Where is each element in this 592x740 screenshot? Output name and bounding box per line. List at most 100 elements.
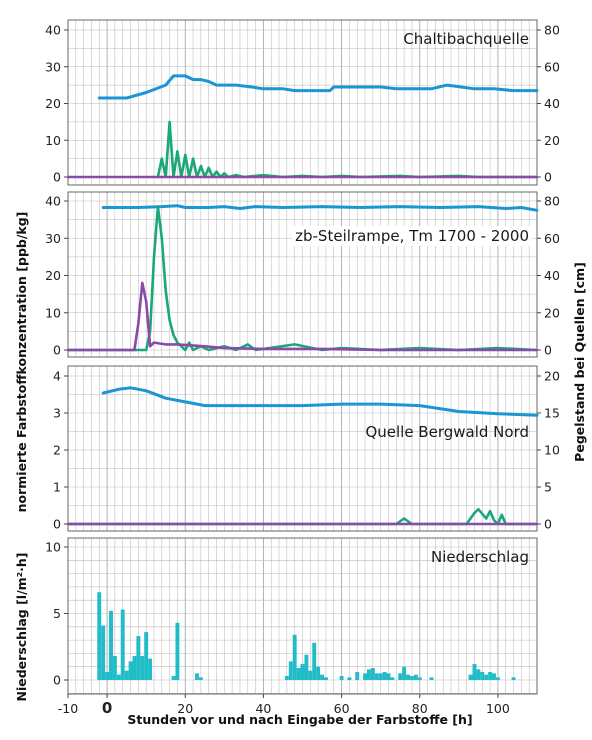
panel-frame <box>67 19 538 186</box>
y-tick-label-right: 20 <box>544 369 560 384</box>
rain-bar <box>402 666 407 680</box>
panels: 010203040020406080Chaltibachquelle010203… <box>45 19 560 717</box>
rain-bar <box>492 673 496 680</box>
y-tick-label-right: 20 <box>544 305 560 320</box>
rain-bar <box>284 676 289 680</box>
rain-bar <box>109 610 113 680</box>
y-tick-label-left: 5 <box>53 606 61 621</box>
y-tick-label-right: 60 <box>544 231 560 246</box>
y-tick-label-left: 30 <box>45 231 61 246</box>
y-tick-label-right: 5 <box>544 480 552 495</box>
panel-title: Niederschlag <box>431 548 529 566</box>
y-tick-label-right: 80 <box>544 194 560 209</box>
y-tick-label-left: 2 <box>53 443 61 458</box>
rain-bar <box>472 664 477 680</box>
panel-title-background <box>292 226 532 246</box>
rain-bar <box>292 634 297 680</box>
rain-bar <box>120 609 125 680</box>
x-tick-label: 0 <box>102 699 112 717</box>
rain-bar <box>148 658 153 680</box>
rain-bar <box>413 674 418 680</box>
rain-bar <box>312 642 317 680</box>
rain-bar <box>198 677 203 680</box>
y-tick-label-left: 20 <box>45 96 61 111</box>
panel-title: Quelle Bergwald Nord <box>365 423 529 441</box>
y-tick-label-left: 40 <box>45 194 61 209</box>
y-tick-label-left: 0 <box>53 517 61 532</box>
rain-bar <box>144 632 149 680</box>
rain-bar <box>363 673 367 680</box>
rain-bar <box>406 674 410 680</box>
rain-bar <box>370 668 375 680</box>
panel-title: Chaltibachquelle <box>403 30 529 48</box>
rain-bar <box>511 677 516 680</box>
y-tick-label-left: 0 <box>53 170 61 185</box>
rain-bar <box>323 677 328 680</box>
rain-bar <box>495 677 500 680</box>
panel-frame <box>67 537 538 695</box>
rain-bar <box>195 673 199 680</box>
rain-bar <box>304 654 309 680</box>
x-tick-label: 100 <box>486 701 510 716</box>
y-tick-label-left: 0 <box>53 673 61 688</box>
y-tick-label-left: 10 <box>45 540 61 555</box>
rain-bar <box>288 661 293 680</box>
rain-bar <box>97 592 102 680</box>
chart-panel-4: 0 5 10 -10 0 20 40 60 80 100 Niederschlag <box>45 537 538 717</box>
rain-bar <box>476 669 481 680</box>
y-tick-label-right: 0 <box>544 343 552 358</box>
rain-bar <box>300 664 305 680</box>
y-tick-label-right: 20 <box>544 133 560 148</box>
y-tick-label-right: 60 <box>544 59 560 74</box>
rain-bar <box>136 636 141 680</box>
chart-panel-1: 0 10 20 30 40 0 20 40 60 80 Chaltibachquelle <box>45 19 560 186</box>
rain-bar <box>308 670 313 680</box>
rain-bar <box>124 670 129 680</box>
x-tick-label: 80 <box>412 701 428 716</box>
rain-bar <box>374 673 379 680</box>
rain-bar <box>417 677 422 680</box>
series-line-green <box>66 507 539 526</box>
rain-bar <box>484 674 489 680</box>
rain-bar <box>316 666 321 680</box>
panel-frame <box>67 365 538 532</box>
series-line-level <box>101 204 539 212</box>
rain-bar <box>355 672 360 680</box>
y-tick-label-left: 40 <box>45 23 61 38</box>
y-tick-label-right: 0 <box>544 170 552 185</box>
rain-bar <box>296 668 301 680</box>
rain-bar <box>378 673 383 680</box>
y-tick-label-left: 10 <box>45 305 61 320</box>
y-tick-label-left: 3 <box>53 406 61 421</box>
panel-frame <box>67 191 538 358</box>
rain-bar <box>488 672 493 680</box>
ylabel-left-top: normierte Farbstoffkonzentration [ppb/kg… <box>14 212 29 513</box>
rain-bar <box>382 672 387 680</box>
y-tick-label-left: 4 <box>53 369 61 384</box>
ylabel-right-top: Pegelstand bei Quellen [cm] <box>572 262 587 462</box>
rain-bar <box>101 625 106 680</box>
y-tick-label-right: 40 <box>544 268 560 283</box>
rain-bar <box>116 674 121 680</box>
x-axis-label: Stunden vor und nach Eingabe der Farbsto… <box>127 712 472 727</box>
rain-bar <box>339 676 344 680</box>
y-tick-label-left: 10 <box>45 133 61 148</box>
x-tick-label: 40 <box>255 701 271 716</box>
y-tick-label-right: 80 <box>544 23 560 38</box>
rain-bar <box>390 677 395 680</box>
rain-bar <box>409 676 414 680</box>
chart-panel-3: 0 1 2 3 4 0 5 10 15 20 Quelle Bergwald Nord <box>53 365 560 532</box>
y-tick-label-right: 10 <box>544 443 560 458</box>
chart-panel-2: 0 10 20 30 40 0 20 40 60 80 zb-Steilrampe, Tm 1700… <box>45 191 560 358</box>
rain-bar <box>398 673 403 680</box>
x-tick-label: -10 <box>58 701 78 716</box>
rain-bar <box>171 676 176 680</box>
series-line-level <box>101 386 539 417</box>
ylabel-left-bottom: Niederschlag [l/m²·h] <box>14 552 29 701</box>
x-tick-label: 60 <box>334 701 350 716</box>
y-tick-label-left: 20 <box>45 268 61 283</box>
rain-bar <box>386 673 391 680</box>
y-tick-label-left: 0 <box>53 343 61 358</box>
y-tick-label-right: 15 <box>544 406 560 421</box>
